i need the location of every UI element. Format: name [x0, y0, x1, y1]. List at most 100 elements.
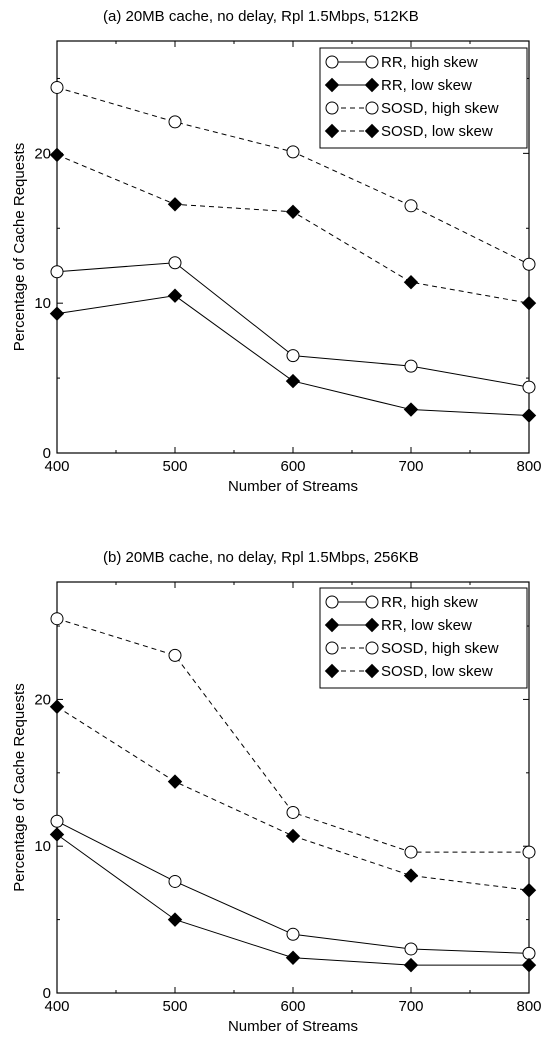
chart-a-legend-label: SOSD, high skew — [381, 100, 499, 117]
chart-a-legend-marker — [325, 101, 339, 115]
chart-b-data-point — [521, 957, 537, 973]
chart-a-series-0 — [50, 256, 536, 394]
chart-b-legend-label: SOSD, high skew — [381, 640, 499, 657]
chart-b-x-tick-label: 800 — [516, 998, 541, 1015]
chart-b-x-tick-label: 700 — [398, 998, 423, 1015]
chart-b: 400 500 600 700 800 0 10 20 Number of Streams Per… — [11, 581, 542, 1035]
chart-b-legend: RR, high skew RR, low skew SOSD, high skew… — [319, 587, 528, 689]
chart-a-y-tick-label: 20 — [34, 145, 51, 162]
chart-b-y-tick-label: 0 — [43, 985, 51, 1002]
chart-a-title: (a) 20MB cache, no delay, Rpl 1.5Mbps, 5… — [103, 8, 419, 25]
chart-a-legend-marker — [364, 123, 380, 139]
chart-b-data-point — [50, 814, 64, 828]
chart-a-legend-marker — [364, 77, 380, 93]
chart-b-y-tick-label: 10 — [34, 838, 51, 855]
chart-a-data-point — [50, 265, 64, 279]
chart-b-data-point — [286, 805, 300, 819]
chart-b-data-point — [285, 950, 301, 965]
chart-a-data-point — [167, 288, 183, 303]
chart-b-data-point — [522, 845, 536, 859]
chart-a-y-axis-label: Percentage of Cache Requests — [11, 143, 28, 351]
chart-a-legend-marker — [365, 101, 379, 115]
chart-a-y-tick-label: 10 — [34, 295, 51, 312]
chart-b-series-2 — [50, 612, 536, 859]
chart-a-data-point — [285, 204, 301, 219]
chart-a-data-point — [521, 295, 537, 311]
chart-a-series-2 — [50, 80, 536, 271]
chart-b-legend-marker — [365, 595, 379, 609]
chart-b-y-axis-label: Percentage of Cache Requests — [11, 683, 28, 891]
chart-b-data-point — [168, 874, 182, 888]
chart-b-data-point — [521, 883, 537, 898]
chart-a-data-point — [285, 373, 301, 389]
chart-a-legend-label: RR, low skew — [381, 77, 472, 94]
chart-a-data-point — [521, 408, 537, 423]
chart-b-x-tick-label: 400 — [44, 998, 69, 1015]
chart-a-series-3 — [49, 147, 537, 311]
chart-a-legend-label: RR, high skew — [381, 54, 478, 71]
chart-b-data-point — [168, 648, 182, 662]
chart-a-data-point — [286, 145, 300, 159]
chart-a: 400 500 600 700 800 0 10 20 Number of Streams Per… — [11, 40, 542, 495]
chart-a-data-point — [404, 359, 418, 373]
chart-a-data-point — [167, 197, 183, 212]
chart-a-x-tick-label: 800 — [516, 458, 541, 475]
chart-a-data-point — [168, 256, 182, 270]
chart-a-data-point — [403, 402, 419, 417]
chart-a-data-point — [522, 380, 536, 394]
chart-a-data-point — [50, 80, 64, 94]
chart-b-x-tick-label: 500 — [162, 998, 187, 1015]
chart-b-series-3 — [49, 699, 537, 898]
chart-a-data-point — [286, 349, 300, 363]
chart-a-data-point — [522, 257, 536, 271]
chart-b-legend-marker — [364, 663, 380, 679]
chart-a-x-tick-label: 600 — [280, 458, 305, 475]
chart-b-data-point — [49, 827, 65, 842]
chart-a-legend-marker — [365, 55, 379, 69]
chart-a-x-tick-label: 700 — [398, 458, 423, 475]
chart-a-y-tick-label: 0 — [43, 445, 51, 462]
chart-b-legend-marker — [325, 641, 339, 655]
chart-b-legend-marker — [325, 595, 339, 609]
chart-a-data-point — [404, 199, 418, 213]
chart-b-legend-label: RR, high skew — [381, 594, 478, 611]
chart-b-data-point — [522, 946, 536, 960]
chart-b-data-point — [50, 612, 64, 626]
chart-b-series-line — [56, 618, 529, 853]
chart-a-data-point — [403, 275, 419, 290]
chart-a-series-line — [56, 262, 530, 388]
chart-b-legend-marker — [365, 641, 379, 655]
chart-b-legend-marker — [364, 617, 380, 633]
chart-b-title: (b) 20MB cache, no delay, Rpl 1.5Mbps, 2… — [103, 549, 419, 566]
chart-b-data-point — [403, 868, 419, 883]
chart-b-data-point — [285, 828, 301, 844]
chart-b-legend-marker — [324, 617, 340, 633]
chart-a-data-point — [168, 115, 182, 129]
chart-a-legend: RR, high skew RR, low skew SOSD, high skew… — [319, 47, 528, 149]
chart-b-data-point — [49, 699, 65, 714]
chart-a-series-1 — [49, 288, 537, 423]
chart-b-x-axis-label: Number of Streams — [228, 1018, 358, 1035]
chart-b-data-point — [403, 957, 419, 973]
chart-a-x-axis-label: Number of Streams — [228, 478, 358, 495]
chart-a-legend-marker — [324, 123, 340, 139]
chart-b-legend-label: SOSD, low skew — [381, 663, 493, 680]
chart-b-series-1 — [49, 827, 537, 973]
chart-b-data-point — [167, 774, 183, 789]
chart-b-data-point — [404, 942, 418, 956]
chart-a-data-point — [49, 306, 65, 321]
chart-b-data-point — [167, 912, 183, 927]
chart-b-data-point — [286, 927, 300, 941]
chart-b-legend-label: RR, low skew — [381, 617, 472, 634]
chart-b-y-tick-label: 20 — [34, 691, 51, 708]
chart-b-data-point — [404, 845, 418, 859]
chart-a-legend-marker — [325, 55, 339, 69]
chart-b-legend-marker — [324, 663, 340, 679]
chart-a-x-tick-label: 400 — [44, 458, 69, 475]
chart-b-x-tick-label: 600 — [280, 998, 305, 1015]
chart-a-legend-marker — [324, 77, 340, 93]
chart-a-data-point — [49, 147, 65, 163]
chart-b-series-line — [56, 706, 530, 891]
chart-b-series-line — [56, 834, 529, 966]
